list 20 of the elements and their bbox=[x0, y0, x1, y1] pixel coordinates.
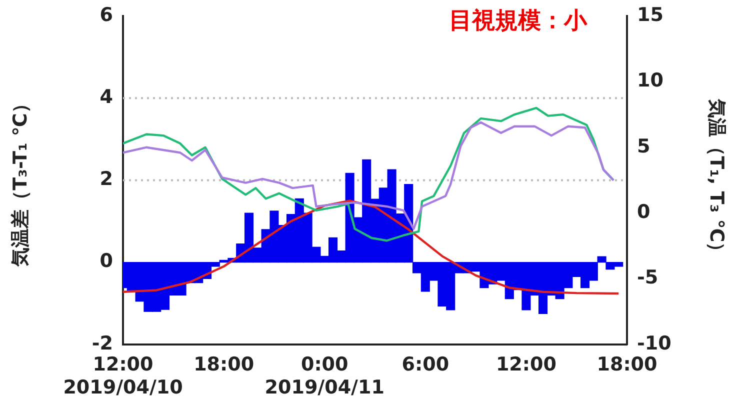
x-tick-label: 6:00 bbox=[402, 354, 450, 376]
y2-tick-label: 5 bbox=[637, 135, 650, 158]
y2-tick-label: 10 bbox=[637, 70, 664, 92]
y-tick-label: 6 bbox=[100, 4, 113, 26]
chart-title: 目視規模：小 bbox=[449, 8, 588, 34]
y-tick-label: 2 bbox=[100, 168, 113, 190]
x-tick-label: 18:00 bbox=[596, 354, 658, 376]
x-tick-label: 12:00 2019/04/10 bbox=[63, 354, 183, 399]
y-axis-title: 気温差（T₃-T₁ ℃） bbox=[9, 94, 32, 268]
x-tick-label: 18:00 bbox=[194, 354, 254, 376]
y2-tick-label: -10 bbox=[637, 332, 672, 354]
y-tick-label: 4 bbox=[100, 86, 113, 108]
x-tick-label: 12:00 bbox=[496, 354, 556, 376]
y-tick-label: -2 bbox=[92, 332, 113, 354]
y2-tick-label: -5 bbox=[637, 266, 658, 289]
y2-tick-label: 0 bbox=[637, 200, 650, 223]
y2-tick-label: 15 bbox=[637, 4, 664, 26]
x-tick-label: 0:00 2019/04/11 bbox=[264, 354, 384, 399]
y-tick-label: 0 bbox=[100, 250, 113, 272]
y2-axis-title: 気温（T₁, T₃ ℃） bbox=[706, 98, 728, 262]
